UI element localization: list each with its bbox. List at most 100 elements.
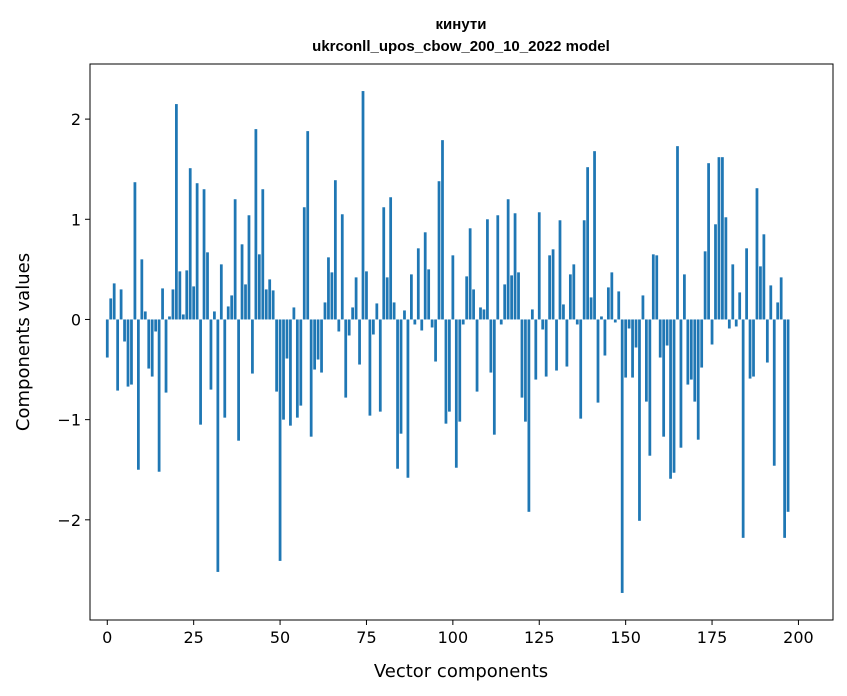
bar [295, 319, 299, 418]
bar [316, 319, 320, 360]
bar [385, 277, 389, 320]
bar [327, 257, 330, 320]
bar [257, 254, 261, 320]
bar [282, 319, 285, 420]
bar [420, 319, 424, 331]
bar [627, 319, 631, 329]
bar [665, 319, 669, 346]
bar [178, 271, 182, 320]
bar [492, 319, 496, 435]
bar [219, 264, 223, 320]
bar [575, 319, 579, 325]
y-tick-label: −1 [57, 411, 81, 430]
bar [748, 319, 752, 379]
bar [454, 319, 458, 468]
bar [765, 319, 769, 363]
bar [137, 319, 140, 470]
bar [624, 319, 628, 378]
bar [168, 316, 171, 320]
bar [368, 319, 372, 416]
bar [292, 307, 296, 320]
bar [783, 319, 786, 538]
x-tick-label: 50 [270, 628, 290, 647]
bar [593, 151, 596, 320]
bar [105, 319, 109, 358]
bar [399, 319, 403, 434]
bar [645, 319, 648, 402]
bar [568, 274, 572, 320]
bar [475, 319, 479, 392]
bar [762, 234, 766, 320]
bar [693, 319, 697, 402]
bar [427, 269, 431, 320]
bar [655, 255, 659, 320]
bar [676, 146, 679, 320]
bar [651, 254, 655, 320]
bar [465, 276, 469, 320]
bar [565, 319, 569, 367]
bar [634, 319, 638, 348]
bar [154, 319, 158, 332]
bar [562, 304, 565, 320]
bar [119, 289, 123, 320]
bar [541, 319, 545, 330]
bar [527, 319, 531, 512]
bar [230, 295, 234, 320]
bar [686, 319, 690, 385]
bar [261, 189, 265, 320]
bar [683, 274, 686, 320]
bar [707, 163, 710, 320]
bar [382, 207, 386, 320]
bar [413, 319, 417, 325]
bar [389, 197, 393, 320]
bar [188, 168, 192, 320]
bar [555, 319, 558, 371]
bar [489, 319, 493, 373]
bar [161, 288, 164, 320]
bar [586, 167, 590, 320]
bar [517, 272, 520, 320]
bar [244, 284, 247, 320]
bar [109, 298, 113, 320]
bar [430, 319, 434, 328]
bar [416, 248, 420, 320]
bar-series [105, 91, 790, 593]
bar [278, 319, 282, 561]
bar [361, 91, 365, 320]
bar [520, 319, 524, 398]
bar [638, 319, 641, 521]
bar [358, 319, 361, 365]
bar [724, 217, 728, 320]
bar [745, 248, 748, 320]
bar [365, 271, 368, 320]
bar [513, 213, 517, 320]
bar [679, 319, 683, 448]
bar [482, 309, 486, 320]
bar [613, 319, 617, 323]
bar [696, 319, 700, 440]
bar [461, 319, 465, 325]
bar [641, 295, 645, 320]
chart-title: кинути [436, 16, 487, 33]
bar [731, 264, 735, 320]
bar [703, 251, 707, 320]
bar [206, 252, 209, 320]
bar [351, 307, 355, 320]
bar [544, 319, 548, 377]
bar [662, 319, 666, 437]
bar [123, 319, 126, 342]
bar [299, 319, 303, 406]
bar [548, 255, 551, 320]
x-tick-label: 100 [438, 628, 469, 647]
bar [323, 302, 327, 320]
bar [752, 319, 755, 377]
x-tick-label: 150 [610, 628, 641, 647]
x-tick-label: 25 [183, 628, 203, 647]
bar [213, 311, 216, 320]
bar [423, 232, 427, 320]
x-axis-label: Vector components [374, 661, 548, 682]
bar [503, 284, 507, 320]
bar [658, 319, 662, 358]
bar [434, 319, 437, 362]
bar [603, 319, 607, 356]
